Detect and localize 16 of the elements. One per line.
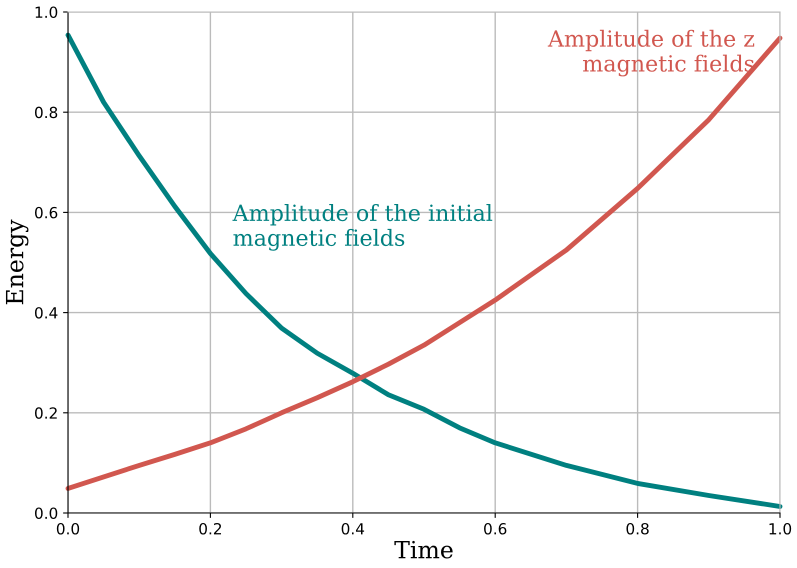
y-tick-label: 0.2 (34, 407, 57, 419)
y-tick-label: 0.4 (34, 307, 58, 319)
y-axis-title: Energy (6, 219, 28, 304)
x-tick-label: 0.4 (342, 522, 364, 535)
x-tick-label: 0.8 (626, 522, 649, 535)
series-label: Amplitude of the initial magnetic fields (232, 204, 492, 251)
y-tick-label: 0.6 (34, 206, 58, 218)
x-tick-label: 0.2 (199, 522, 222, 535)
y-tick-label: 0.0 (34, 507, 58, 520)
y-tick-label: 0.8 (34, 106, 58, 118)
y-tick-label: 1.0 (36, 6, 58, 18)
series-label: Amplitude of the z magnetic fields (548, 30, 754, 76)
x-tick-label: 0.6 (484, 522, 506, 535)
x-axis-title: Time (394, 540, 453, 559)
x-tick-label: 0.0 (56, 522, 80, 535)
x-tick-label: 1.0 (770, 522, 792, 535)
